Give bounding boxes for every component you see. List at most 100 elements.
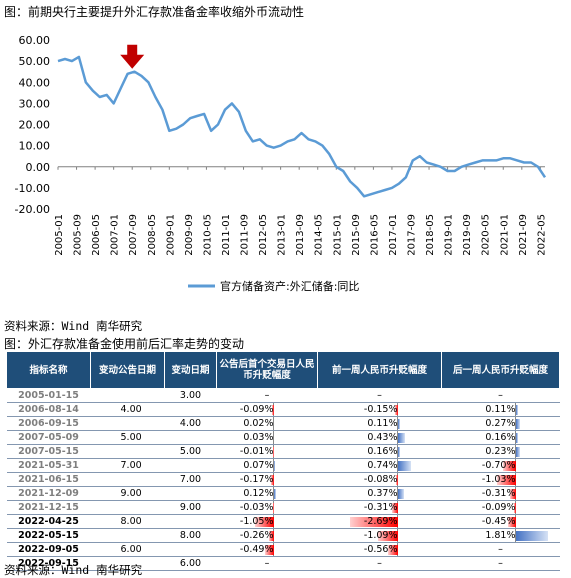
- chart-source: 资料来源：Wind 南华研究: [4, 319, 143, 333]
- first-day-cell: -1.05%: [216, 514, 318, 529]
- data-bar: [510, 489, 516, 499]
- y-tick-label: 10.00: [19, 140, 51, 153]
- table-row: 2021-06-15 7.00 -0.17% -0.08% -1.03%: [6, 472, 560, 487]
- change-rate-cell: [164, 430, 217, 445]
- table-row: 2022-09-15 6.00 – – –: [6, 556, 560, 571]
- x-tick-label: 2019-01: [444, 214, 455, 256]
- next-week-cell: 0.23%: [441, 444, 560, 459]
- bar-axis: [514, 529, 516, 542]
- data-bar: [397, 419, 400, 429]
- change-rate-cell: 9.00: [164, 500, 217, 515]
- y-tick-label: 60.00: [19, 34, 51, 47]
- announce-rate-cell: 5.00: [90, 430, 165, 445]
- data-bar: [254, 517, 274, 527]
- data-bar: [503, 461, 516, 471]
- prev-week-cell: –: [317, 388, 442, 403]
- value-label: 1.81%: [485, 530, 516, 541]
- data-bar: [394, 405, 398, 415]
- date-cell: 2022-05-15: [6, 528, 91, 543]
- date-cell: 2022-04-25: [6, 514, 91, 529]
- change-rate-cell: [164, 486, 217, 501]
- bar-axis: [514, 417, 516, 430]
- bar-axis: [272, 431, 274, 444]
- value-label: -0.31%: [481, 488, 516, 499]
- bar-axis: [514, 431, 516, 444]
- next-week-cell: 0.27%: [441, 416, 560, 431]
- prev-week-cell: 0.37%: [317, 486, 442, 501]
- prev-week-cell: –: [317, 556, 442, 571]
- x-tick-label: 2022-05: [536, 214, 547, 256]
- prev-week-cell: 0.74%: [317, 458, 442, 473]
- first-day-cell: -0.17%: [216, 472, 318, 487]
- x-tick-label: 2016-05: [369, 214, 380, 256]
- value-label: 0.23%: [485, 446, 516, 457]
- data-bar: [268, 531, 274, 541]
- x-tick-label: 2018-05: [425, 214, 436, 256]
- value-label: -2.69%: [363, 516, 398, 527]
- value-label: 0.11%: [485, 404, 516, 415]
- header-cell: 变动公告日期: [90, 351, 165, 389]
- data-bar: [515, 531, 548, 541]
- announce-rate-cell: 6.00: [90, 542, 165, 557]
- value-label: –: [498, 390, 503, 401]
- x-tick-label: 2021-09: [518, 214, 529, 256]
- value-label: –: [377, 558, 382, 569]
- value-label: -0.09%: [481, 502, 516, 513]
- first-day-cell: –: [216, 556, 318, 571]
- prev-week-cell: -0.15%: [317, 402, 442, 417]
- data-bar: [392, 503, 398, 513]
- first-day-cell: 0.03%: [216, 430, 318, 445]
- x-tick-label: 2010-05: [202, 214, 213, 256]
- bar-axis: [396, 445, 398, 458]
- value-label: 0.16%: [485, 432, 516, 443]
- announce-rate-cell: [90, 500, 165, 515]
- value-label: -0.17%: [239, 474, 274, 485]
- change-rate-cell: 8.00: [164, 528, 217, 543]
- x-tick-label: 2009-01: [165, 214, 176, 256]
- prev-week-cell: -0.31%: [317, 500, 442, 515]
- change-rate-cell: 3.00: [164, 388, 217, 403]
- x-tick-label: 2011-09: [240, 214, 251, 256]
- x-tick-label: 2012-05: [258, 214, 269, 256]
- announce-rate-cell: 8.00: [90, 514, 165, 529]
- value-label: –: [498, 558, 503, 569]
- x-tick-label: 2005-01: [54, 214, 65, 256]
- table-header-row: 指标名称 变动公告日期 变动日期 公告后首个交易日人民币升贬幅度 前一周人民币升贬幅度后…: [6, 351, 560, 389]
- y-tick-label: -10.00: [15, 182, 50, 195]
- first-day-cell: 0.07%: [216, 458, 318, 473]
- x-tick-label: 2007-01: [110, 214, 121, 256]
- prev-week-cell: 0.11%: [317, 416, 442, 431]
- value-label: 0.02%: [243, 418, 274, 429]
- announce-rate-cell: [90, 472, 165, 487]
- x-tick-label: 2021-01: [499, 214, 510, 256]
- value-label: –: [377, 390, 382, 401]
- prev-week-cell: -0.08%: [317, 472, 442, 487]
- table-title: 图：外汇存款准备金使用前后汇率走势的变动: [4, 337, 245, 351]
- data-bar: [271, 405, 274, 415]
- prev-week-cell: 0.16%: [317, 444, 442, 459]
- table-row: 2021-05-31 7.00 0.07% 0.74% -0.70%: [6, 458, 560, 473]
- date-cell: 2021-05-31: [6, 458, 91, 473]
- next-week-cell: –: [441, 556, 560, 571]
- header-cell: 前一周人民币升贬幅度: [317, 351, 442, 389]
- table-row: 2022-04-25 8.00 -1.05% -2.69% -0.45%: [6, 514, 560, 529]
- announce-rate-cell: [90, 556, 165, 571]
- value-label: 0.27%: [485, 418, 516, 429]
- x-tick-label: 2014-05: [314, 214, 325, 256]
- announce-rate-cell: 9.00: [90, 486, 165, 501]
- header-cell: 变动日期: [164, 351, 217, 389]
- value-label: –: [264, 390, 270, 401]
- table-row: 2006-09-15 4.00 0.02% 0.11% 0.27%: [6, 416, 560, 431]
- data-bar: [513, 503, 516, 513]
- value-label: 0.12%: [243, 488, 274, 499]
- data-bar: [497, 475, 516, 485]
- header-cell: 指标名称: [6, 351, 91, 389]
- table-row: 2022-05-15 8.00 -0.26% -1.09% 1.81%: [6, 528, 560, 543]
- value-label: -0.01%: [239, 446, 274, 457]
- first-day-cell: -0.09%: [216, 402, 318, 417]
- header-cell: 后一周人民币升贬幅度: [441, 351, 560, 389]
- announce-rate-cell: 4.00: [90, 402, 165, 417]
- first-day-cell: -0.26%: [216, 528, 318, 543]
- change-rate-cell: 7.00: [164, 472, 217, 487]
- bar-axis: [272, 445, 274, 458]
